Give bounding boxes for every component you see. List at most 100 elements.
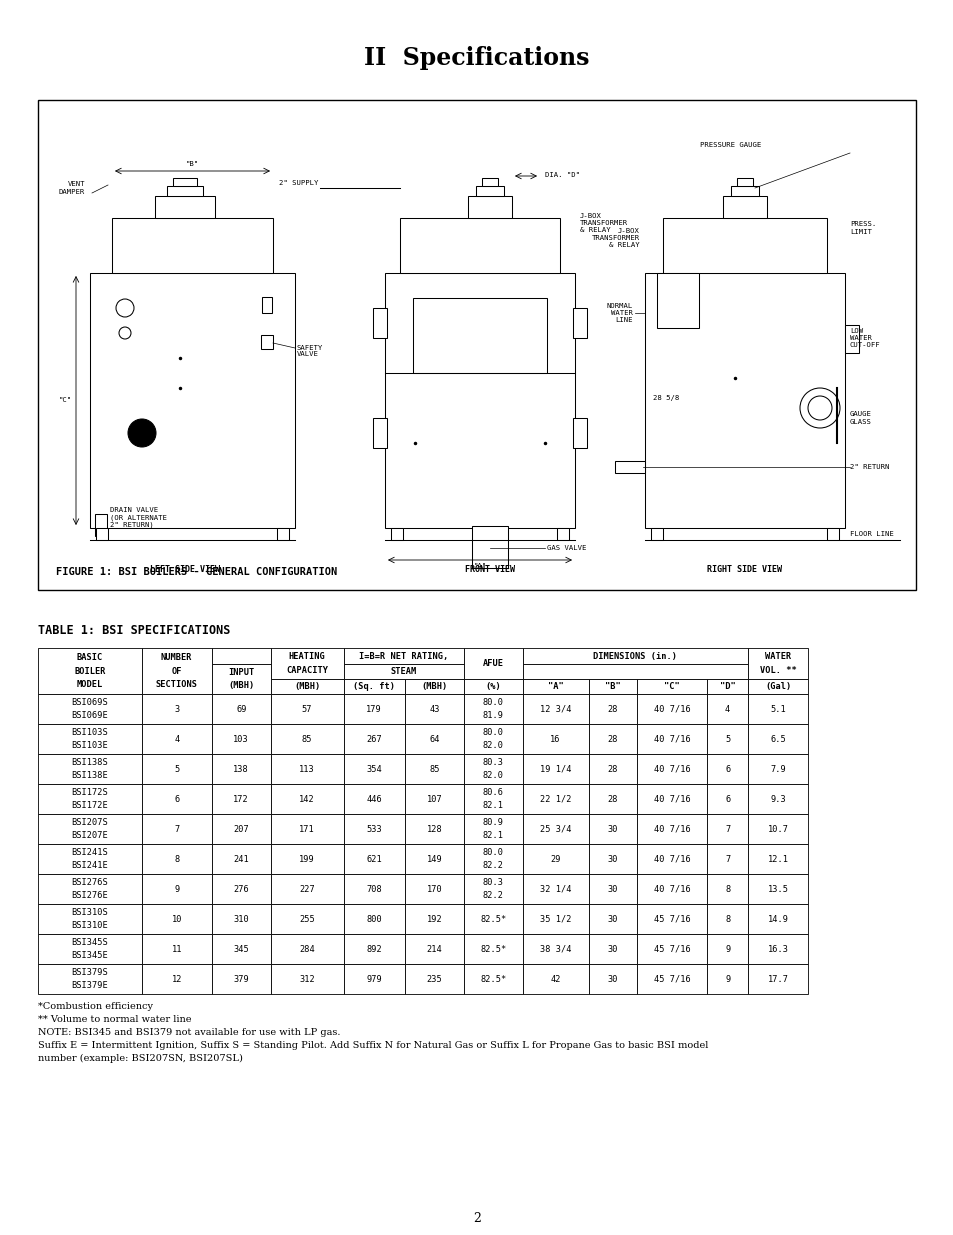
Bar [90, 273, 294, 529]
Text: NUMBER: NUMBER [161, 652, 193, 662]
Text: GAS VALVE: GAS VALVE [546, 545, 586, 551]
Text: 7.9: 7.9 [769, 764, 785, 773]
Text: 81.9: 81.9 [482, 711, 503, 720]
Bar [141, 934, 212, 965]
Text: 207: 207 [233, 825, 249, 834]
Bar [405, 724, 463, 755]
Text: AFUE: AFUE [482, 659, 503, 668]
Bar [343, 694, 405, 724]
Text: BSI345S: BSI345S [71, 937, 108, 947]
Bar [588, 934, 637, 965]
Bar [706, 904, 747, 934]
Bar [38, 814, 141, 844]
Text: 38 3/4: 38 3/4 [539, 945, 571, 953]
Text: J-BOX
TRANSFORMER
& RELAY: J-BOX TRANSFORMER & RELAY [579, 212, 627, 233]
Text: "C": "C" [663, 682, 679, 692]
Bar [463, 679, 522, 694]
Text: (MBH): (MBH) [421, 682, 447, 692]
Bar [737, 178, 752, 186]
Bar [373, 308, 387, 338]
Text: 7: 7 [724, 855, 730, 863]
Text: 64: 64 [429, 735, 439, 743]
Text: 9: 9 [724, 974, 730, 983]
Text: BSI172S: BSI172S [71, 788, 108, 797]
Text: BSI379E: BSI379E [71, 981, 108, 990]
Text: 5: 5 [724, 735, 730, 743]
Bar [141, 965, 212, 994]
Text: 28: 28 [607, 735, 618, 743]
Bar [522, 934, 588, 965]
Bar [706, 965, 747, 994]
Text: J-BOX
TRANSFORMER
& RELAY: J-BOX TRANSFORMER & RELAY [591, 228, 639, 248]
Bar [271, 784, 343, 814]
Bar [637, 934, 706, 965]
Bar [141, 694, 212, 724]
Bar [588, 965, 637, 994]
Bar [706, 814, 747, 844]
Text: 80.0: 80.0 [482, 727, 503, 737]
Bar [38, 904, 141, 934]
Text: 446: 446 [366, 794, 382, 804]
Text: 312: 312 [299, 974, 314, 983]
Bar [706, 755, 747, 784]
Bar [472, 526, 507, 568]
Bar [615, 461, 644, 473]
Bar [212, 965, 271, 994]
Text: 45 7/16: 45 7/16 [653, 945, 690, 953]
Text: 82.5*: 82.5* [479, 974, 506, 983]
Text: 128: 128 [426, 825, 442, 834]
Bar [637, 724, 706, 755]
Text: 2: 2 [473, 1212, 480, 1224]
Text: 241: 241 [233, 855, 249, 863]
Text: 17.7: 17.7 [767, 974, 788, 983]
Text: GAUGE
GLASS: GAUGE GLASS [849, 411, 871, 425]
Text: 310: 310 [233, 914, 249, 924]
Bar [141, 724, 212, 755]
Text: 8: 8 [173, 855, 179, 863]
Bar [522, 965, 588, 994]
Bar [747, 874, 807, 904]
Text: 8: 8 [724, 914, 730, 924]
Bar [522, 904, 588, 934]
Text: 708: 708 [366, 884, 382, 893]
Text: 35 1/2: 35 1/2 [539, 914, 571, 924]
Text: (Sq. ft): (Sq. ft) [353, 682, 395, 692]
Bar [261, 335, 273, 350]
Text: 40 7/16: 40 7/16 [653, 764, 690, 773]
Bar [405, 814, 463, 844]
Text: BSI172E: BSI172E [71, 802, 108, 810]
Text: 11: 11 [172, 945, 182, 953]
Bar [391, 529, 402, 540]
Bar [463, 814, 522, 844]
Text: 621: 621 [366, 855, 382, 863]
Bar [826, 529, 838, 540]
Bar [154, 196, 214, 219]
Bar [343, 934, 405, 965]
Text: BSI138E: BSI138E [71, 771, 108, 781]
Bar [271, 814, 343, 844]
Text: 113: 113 [299, 764, 314, 773]
Text: 6: 6 [173, 794, 179, 804]
Text: 10: 10 [172, 914, 182, 924]
Text: 82.0: 82.0 [482, 741, 503, 750]
Bar [271, 844, 343, 874]
Text: BSI138S: BSI138S [71, 758, 108, 767]
Text: BSI207E: BSI207E [71, 831, 108, 840]
Text: 14.9: 14.9 [767, 914, 788, 924]
Text: VENT
DAMPER: VENT DAMPER [59, 182, 85, 194]
Text: II  Specifications: II Specifications [364, 46, 589, 70]
Bar [588, 694, 637, 724]
Bar [747, 814, 807, 844]
Bar [662, 219, 826, 273]
Bar [747, 965, 807, 994]
Bar [405, 694, 463, 724]
Text: 25 3/4: 25 3/4 [539, 825, 571, 834]
Text: 354: 354 [366, 764, 382, 773]
Bar [637, 784, 706, 814]
Bar [747, 784, 807, 814]
Bar [373, 417, 387, 448]
Bar [730, 186, 759, 196]
Bar [141, 904, 212, 934]
Bar [722, 196, 766, 219]
Bar [637, 965, 706, 994]
